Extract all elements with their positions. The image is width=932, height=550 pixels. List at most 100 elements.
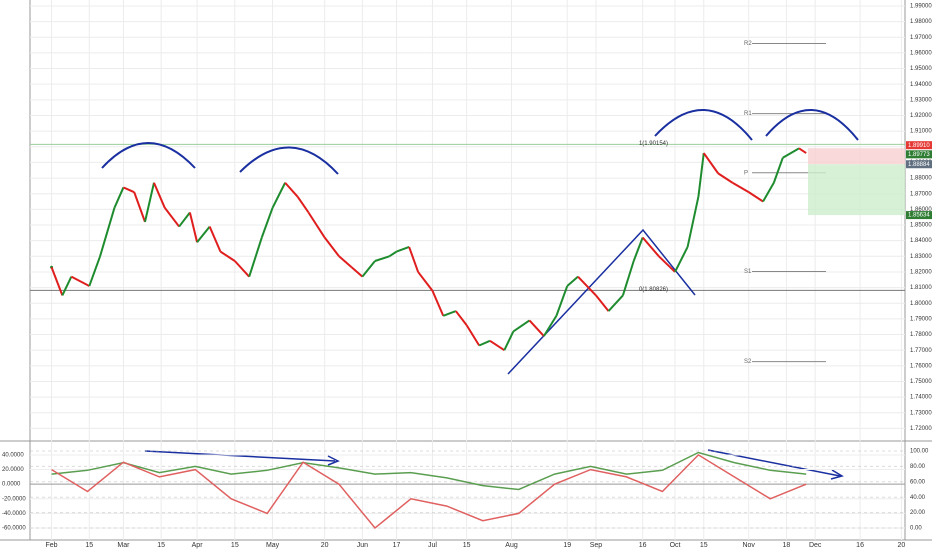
price-segment [61, 276, 73, 296]
price-segment [417, 271, 434, 292]
y-tick-label: 1.98000 [910, 19, 932, 25]
y-tick-label: -40.0000 [2, 511, 26, 517]
x-tick-label: 17 [393, 542, 401, 549]
price-segment [607, 294, 624, 312]
price-tag-label: 1.89773 [908, 152, 930, 158]
price-segment [489, 339, 505, 352]
y-tick-label: 1.88000 [910, 176, 932, 182]
price-segment [465, 324, 481, 347]
y-tick-label: 1.91000 [910, 129, 932, 135]
price-segment [123, 186, 135, 194]
y-tick-label: 1.84000 [910, 238, 932, 244]
price-segment [350, 266, 364, 278]
oscillator-line [51, 451, 807, 491]
price-segment [144, 182, 155, 223]
price-segment [338, 255, 353, 269]
price-segment [621, 260, 635, 296]
pivot-label: S1 [744, 269, 752, 275]
x-tick-label: Dec [809, 542, 822, 549]
pivot-label: S2 [744, 359, 752, 365]
y-tick-label: 1.94000 [910, 82, 932, 88]
y-tick-label: 1.95000 [910, 66, 932, 72]
price-tag [906, 211, 932, 220]
price-tag-label: 1.88884 [908, 162, 930, 168]
x-tick-label: 20 [898, 542, 906, 549]
pivot-label: P [744, 170, 748, 176]
price-segment [178, 211, 191, 228]
pivot-label: R2 [744, 41, 752, 47]
y-tick-label: 1.81000 [910, 285, 932, 291]
x-tick-label: Apr [192, 542, 204, 549]
price-tag-label: 1.85634 [908, 213, 930, 219]
price-segment [543, 315, 558, 337]
price-segment [99, 207, 116, 257]
price-segment [512, 319, 531, 333]
x-tick-label: Nov [742, 542, 755, 549]
price-segment [163, 207, 180, 228]
level-label: 0(1.80826) [639, 287, 668, 293]
price-segment [686, 196, 700, 248]
price-segment [188, 212, 199, 243]
x-tick-label: Aug [505, 542, 518, 549]
price-segment [632, 237, 644, 262]
price-segment [50, 266, 64, 296]
y-tick-label: 1.92000 [910, 113, 932, 119]
y-tick-label: 40.0000 [2, 453, 24, 459]
price-segment [296, 196, 310, 214]
y-tick-label: 1.86000 [910, 207, 932, 213]
y-tick-label: 1.96000 [910, 50, 932, 56]
x-tick-label: 16 [639, 542, 647, 549]
x-tick-label: Feb [46, 542, 58, 549]
y2-tick-label: 100.00 [910, 449, 929, 455]
y-tick-label: 1.77000 [910, 348, 932, 354]
y-tick-label: 1.78000 [910, 332, 932, 338]
y-tick-label: -60.0000 [2, 526, 26, 532]
drawings [101, 109, 859, 480]
price-segment [284, 182, 299, 198]
y-tick-label: 1.97000 [910, 35, 932, 41]
price-segment [431, 290, 445, 317]
arc [765, 109, 859, 141]
price-segment [697, 152, 705, 197]
y-tick-label: 0.0000 [2, 482, 21, 488]
price-segment [408, 246, 420, 273]
price-segment [702, 152, 719, 174]
price-segment [442, 310, 457, 317]
price-segment [388, 250, 398, 258]
y2-tick-label: 80.00 [910, 464, 926, 470]
y-tick-label: 1.79000 [910, 316, 932, 322]
price-segment [798, 147, 807, 154]
x-tick-label: 15 [700, 542, 708, 549]
price-segment [595, 294, 610, 312]
y-tick-label: 1.99000 [910, 4, 932, 10]
price-tag [906, 150, 932, 159]
arc [101, 142, 196, 169]
x-tick-label: 18 [783, 542, 791, 549]
price-segment [748, 191, 764, 203]
price-segment [113, 187, 125, 209]
price-segment [88, 255, 102, 287]
level-label: 1(1.90154) [639, 141, 668, 147]
price-segment [566, 275, 579, 287]
oscillator-line [51, 453, 807, 530]
y-tick-label: 1.80000 [910, 301, 932, 307]
trend-arrow [707, 449, 841, 477]
y-tick-label: -20.0000 [2, 496, 26, 502]
trend-line [507, 228, 696, 375]
y-tick-label: 1.87000 [910, 191, 932, 197]
y2-tick-label: 40.00 [910, 495, 926, 501]
price-segment [396, 245, 410, 253]
x-tick-label: 15 [231, 542, 239, 549]
price-segment [732, 181, 750, 194]
price-segment [772, 157, 784, 184]
price-tag [906, 141, 932, 150]
price-segment [674, 246, 689, 273]
x-tick-label: Jun [357, 542, 368, 549]
price-segment [70, 275, 90, 287]
profit-zone [808, 164, 905, 216]
x-tick-label: 16 [856, 542, 864, 549]
price-segment [374, 255, 390, 262]
y-tick-label: 1.93000 [910, 97, 932, 103]
price-segment [577, 275, 597, 297]
